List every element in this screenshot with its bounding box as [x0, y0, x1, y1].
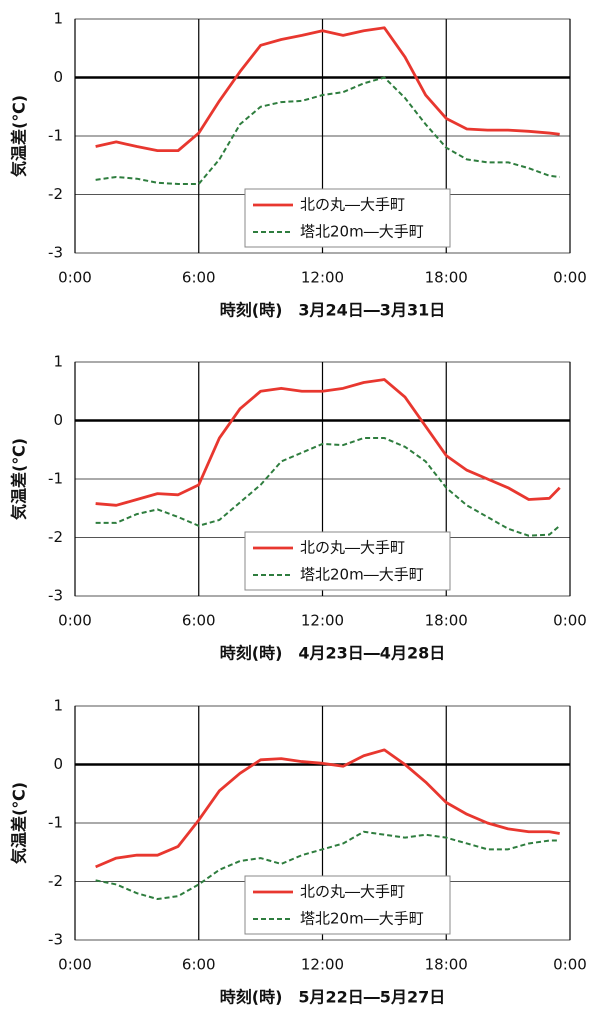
- series-line: [95, 26, 560, 153]
- legend-box: [244, 188, 451, 248]
- x-tick-label: 0:00: [553, 612, 587, 630]
- legend-box: [244, 875, 451, 935]
- series-line: [95, 378, 561, 507]
- y-tick-label: -1: [48, 814, 63, 832]
- x-tick-label: 6:00: [182, 956, 216, 974]
- x-tick-label: 12:00: [301, 612, 344, 630]
- y-tick-label: -2: [48, 185, 63, 203]
- legend-label: 塔北20m―大手町: [300, 223, 424, 241]
- x-tick-label: 6:00: [182, 269, 216, 287]
- x-tick-label: 6:00: [182, 612, 216, 630]
- x-tick-label: 18:00: [425, 612, 468, 630]
- chart: -3 -2 -1 0 1 0:00 6:00 12:00 18:00 0:00 時刻(時) 4月23…: [10, 353, 587, 663]
- x-axis-label: 時刻(時) 3月24日―3月31日: [220, 301, 445, 320]
- y-axis-label: 気温差(℃): [10, 438, 29, 520]
- legend-label: 北の丸―大手町: [300, 883, 405, 901]
- legend-label: 塔北20m―大手町: [300, 910, 424, 928]
- legend-label: 塔北20m―大手町: [300, 566, 424, 584]
- x-axis-label: 時刻(時) 4月23日―4月28日: [220, 644, 445, 663]
- series-line: [95, 748, 560, 869]
- legend-label: 北の丸―大手町: [300, 539, 405, 557]
- y-tick-label: -1: [48, 470, 63, 488]
- y-tick-label: -3: [48, 931, 63, 949]
- series-line: [95, 437, 561, 537]
- x-axis-label: 時刻(時) 5月22日―5月27日: [220, 988, 445, 1007]
- y-tick-label: -2: [48, 528, 63, 546]
- y-tick-label: 1: [53, 353, 63, 371]
- x-tick-label: 18:00: [425, 269, 468, 287]
- chart: -3 -2 -1 0 1 0:00 6:00 12:00 18:00 0:00 時刻(時) 5月22…: [10, 697, 587, 1007]
- x-tick-label: 0:00: [553, 956, 587, 974]
- x-tick-label: 12:00: [301, 269, 344, 287]
- x-tick-label: 0:00: [58, 612, 92, 630]
- y-tick-label: 0: [53, 68, 63, 86]
- x-tick-label: 0:00: [58, 269, 92, 287]
- y-tick-label: 0: [53, 755, 63, 773]
- x-tick-label: 0:00: [553, 269, 587, 287]
- y-tick-label: 0: [53, 411, 63, 429]
- x-tick-label: 12:00: [301, 956, 344, 974]
- x-tick-label: 0:00: [58, 956, 92, 974]
- series-line: [95, 830, 560, 901]
- y-tick-label: -3: [48, 244, 63, 262]
- chart: -3 -2 -1 0 1 0:00 6:00 12:00 18:00 0:00 時刻(時) 3月24…: [10, 10, 587, 320]
- y-tick-label: 1: [53, 697, 63, 715]
- y-tick-label: -2: [48, 872, 63, 890]
- x-tick-label: 18:00: [425, 956, 468, 974]
- series-line: [95, 76, 560, 185]
- y-tick-label: -3: [48, 587, 63, 605]
- legend-label: 北の丸―大手町: [300, 196, 405, 214]
- legend-box: [244, 531, 451, 591]
- y-tick-label: -1: [48, 127, 63, 145]
- y-tick-label: 1: [53, 10, 63, 28]
- y-axis-label: 気温差(℃): [10, 782, 29, 864]
- y-axis-label: 気温差(℃): [10, 95, 29, 177]
